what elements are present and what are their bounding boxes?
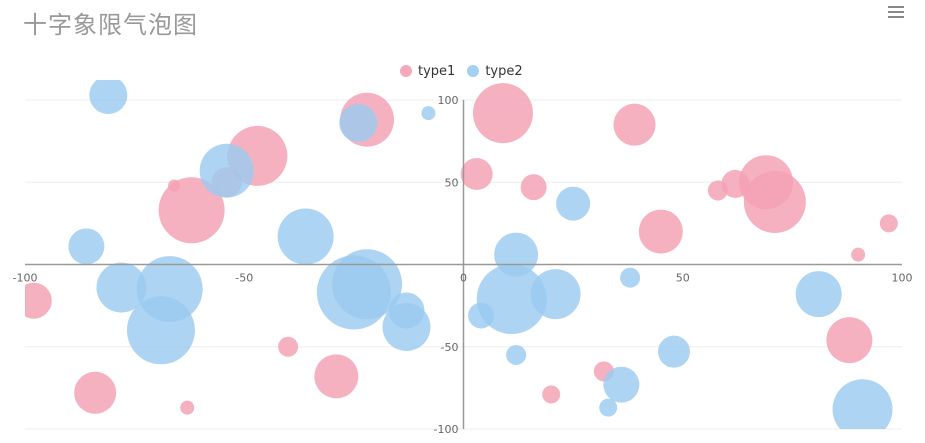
bubble-type2[interactable]: [556, 186, 591, 221]
bubble-type2[interactable]: [68, 228, 105, 265]
bubble-type1[interactable]: [278, 336, 299, 357]
bubble-type2[interactable]: [620, 267, 641, 288]
bubble-type1[interactable]: [638, 209, 683, 254]
legend-item-type2[interactable]: type2: [467, 63, 523, 79]
bubble-type2[interactable]: [339, 104, 378, 143]
hamburger-menu-icon[interactable]: [888, 6, 904, 20]
bubble-type2[interactable]: [795, 271, 842, 318]
y-tick-label: 100: [438, 94, 459, 107]
bubble-type1[interactable]: [826, 317, 873, 364]
bubble-type1[interactable]: [16, 282, 52, 319]
legend-type2-marker-icon: [467, 65, 480, 77]
bubble-type2[interactable]: [476, 264, 547, 335]
legend-type2-label: type2: [485, 63, 523, 79]
bubble-type1[interactable]: [472, 83, 533, 144]
chart-title: 十字象限气泡图: [23, 11, 198, 39]
legend-type1-label: type1: [418, 63, 456, 79]
bubble-type2[interactable]: [126, 296, 195, 365]
y-tick-label: -50: [441, 341, 459, 354]
bubble-layer: [16, 76, 898, 439]
bubble-type2[interactable]: [603, 366, 640, 403]
bubble-type1[interactable]: [180, 400, 195, 415]
y-tick-label: -100: [434, 423, 459, 436]
bubble-type1[interactable]: [460, 158, 493, 191]
x-tick-label: -50: [235, 272, 253, 285]
bubble-type1[interactable]: [168, 179, 181, 192]
x-tick-label: 0: [460, 272, 467, 285]
bubble-type1[interactable]: [851, 247, 866, 262]
bubble-type1[interactable]: [879, 214, 898, 233]
bubble-type2[interactable]: [382, 303, 431, 352]
bubble-type2[interactable]: [599, 398, 618, 417]
y-tick-label: 50: [445, 176, 459, 189]
bubble-type1[interactable]: [314, 354, 359, 399]
bubble-type2[interactable]: [96, 262, 147, 313]
x-tick-label: -100: [13, 272, 38, 285]
bubble-type2[interactable]: [332, 249, 403, 320]
bubble-type2[interactable]: [277, 208, 334, 265]
bubble-type2[interactable]: [506, 344, 527, 365]
x-tick-label: 50: [676, 272, 690, 285]
bubble-type2[interactable]: [657, 335, 690, 368]
bubble-type2[interactable]: [832, 379, 893, 439]
legend-type1-marker-icon: [400, 65, 412, 77]
legend: type1 type2: [400, 61, 535, 81]
bubble-type1[interactable]: [520, 174, 547, 201]
bubble-type2[interactable]: [530, 269, 581, 320]
bubble-type1[interactable]: [613, 103, 656, 146]
bubble-type1[interactable]: [158, 177, 225, 244]
x-tick-label: 100: [892, 272, 913, 285]
bubble-type2[interactable]: [199, 143, 254, 198]
bubble-type1[interactable]: [542, 385, 561, 404]
legend-item-type1[interactable]: type1: [400, 64, 455, 79]
bubble-type2[interactable]: [89, 76, 128, 115]
bubble-type1[interactable]: [743, 170, 806, 233]
bubble-type2[interactable]: [421, 106, 436, 121]
bubble-type1[interactable]: [74, 371, 117, 414]
